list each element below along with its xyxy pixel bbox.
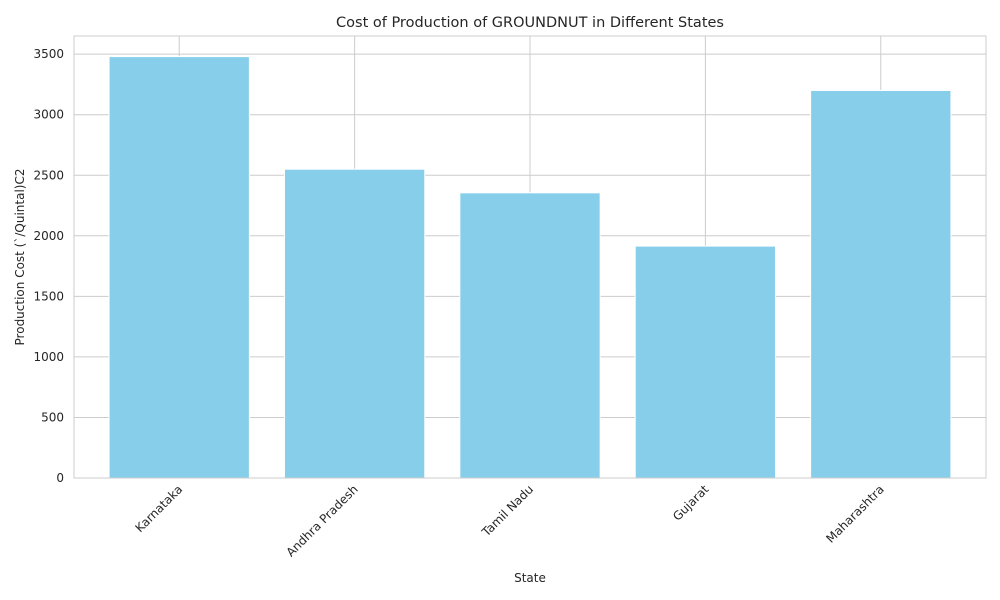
bar-tamil-nadu xyxy=(459,192,601,479)
y-tick-label: 500 xyxy=(41,410,64,424)
bars xyxy=(108,56,952,479)
chart-title: Cost of Production of GROUNDNUT in Diffe… xyxy=(336,15,724,31)
y-tick-label: 2000 xyxy=(33,229,64,243)
y-tick-label: 0 xyxy=(56,471,64,485)
x-tick-label: Maharashtra xyxy=(823,482,887,546)
y-tick-labels: 0 500 1000 1500 2000 2500 3000 3500 xyxy=(33,47,64,485)
y-tick-label: 1500 xyxy=(33,289,64,303)
y-tick-label: 1000 xyxy=(33,350,64,364)
bar-gujarat xyxy=(634,245,777,479)
x-tick-labels: Karnataka Andhra Pradesh Tamil Nadu Gujarat… xyxy=(132,482,886,559)
bar-maharashtra xyxy=(810,89,952,479)
bar-andhra-pradesh xyxy=(283,168,426,479)
x-tick-label: Tamil Nadu xyxy=(479,482,537,540)
x-tick-label: Karnataka xyxy=(132,482,185,535)
y-tick-label: 2500 xyxy=(33,168,64,182)
y-tick-label: 3500 xyxy=(33,47,64,61)
x-tick-label: Andhra Pradesh xyxy=(283,482,360,559)
y-axis-label: Production Cost (`/Quintal)C2 xyxy=(13,169,27,346)
plot-frame xyxy=(73,35,987,479)
bar-karnataka xyxy=(108,56,250,479)
x-tick-label: Gujarat xyxy=(670,482,712,524)
y-tick-label: 3000 xyxy=(33,108,64,122)
x-axis-label: State xyxy=(514,571,546,585)
